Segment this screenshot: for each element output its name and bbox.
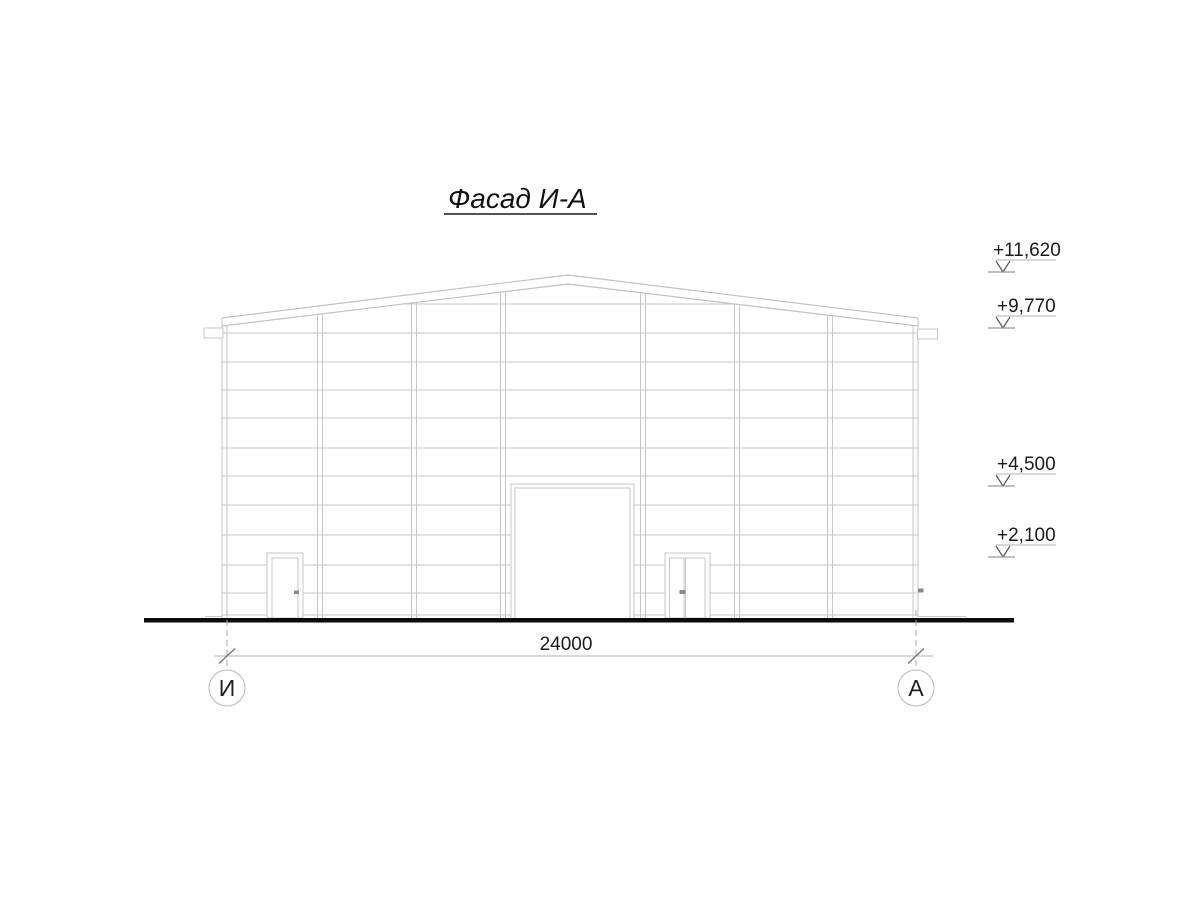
- elevation-value: +11,620: [993, 240, 1061, 261]
- eave-bracket-left: [203, 327, 224, 339]
- elevation-arrow-icon: [995, 474, 1011, 488]
- facade-walls: [221, 318, 919, 618]
- dimension: 24000: [214, 610, 933, 669]
- ground-line: [144, 618, 1014, 623]
- door-left-frame: [266, 552, 304, 619]
- dimension-tick-right: [907, 647, 925, 665]
- door-right-frame: [664, 552, 711, 619]
- roof-inner-line: [221, 283, 919, 327]
- wall-bracket: [918, 588, 924, 593]
- elevation-mark-gate-top: +4,500: [988, 454, 1056, 488]
- axis-label-left: И: [219, 675, 236, 701]
- roof: [203, 274, 938, 340]
- elevation-arrow-icon: [995, 316, 1011, 330]
- elevation-mark-ridge: +11,620: [988, 240, 1061, 274]
- door-left: [266, 552, 304, 619]
- axis-right-marker: А: [897, 669, 935, 707]
- axis-circle-left: [208, 669, 246, 707]
- elevation-value: +4,500: [997, 454, 1056, 475]
- drawing-title: Фасад И-А: [448, 183, 587, 214]
- door-right-handle: [679, 590, 686, 594]
- roof-outer-line: [221, 274, 919, 319]
- elevation-mark-door-top: +2,100: [988, 525, 1056, 559]
- elevation-value: +2,100: [997, 525, 1056, 546]
- dimension-value: 24000: [540, 634, 593, 655]
- eave-bracket-right: [917, 328, 938, 340]
- elevation-value: +9,770: [997, 296, 1056, 317]
- axis-circle-right: [897, 669, 935, 707]
- dimension-tick-left: [218, 647, 236, 665]
- door-right: [664, 552, 711, 619]
- facade-columns: [317, 292, 833, 618]
- door-left-handle: [294, 590, 299, 594]
- axis-label-right: А: [908, 675, 924, 701]
- elevation-mark-eave: +9,770: [988, 296, 1056, 330]
- elevation-arrow-icon: [995, 260, 1011, 274]
- gate: [510, 483, 635, 620]
- gate-frame: [510, 483, 635, 620]
- elevation-arrow-icon: [995, 545, 1011, 559]
- axis-left-marker: И: [208, 669, 246, 707]
